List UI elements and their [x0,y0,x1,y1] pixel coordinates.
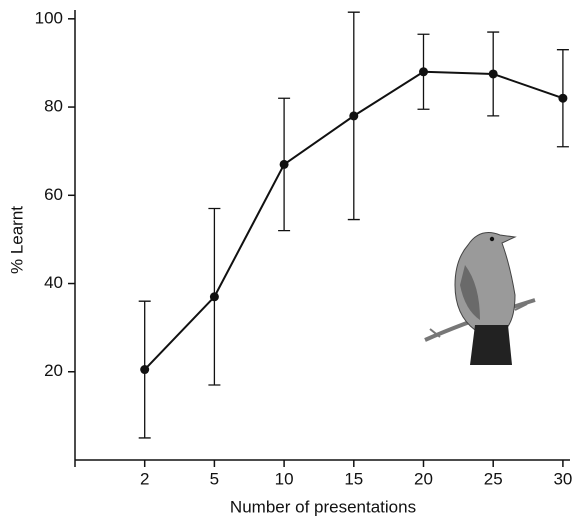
y-tick-label: 40 [44,273,63,292]
point [419,67,428,77]
y-tick-label: 60 [44,185,63,204]
y-tick-label: 100 [35,8,63,27]
point [488,69,498,79]
x-tick-label: 15 [344,469,363,488]
x-tick-label: 2 [140,469,149,488]
x-tick-label: 10 [275,469,294,488]
bird-illustration [424,232,536,365]
point [558,93,568,103]
y-axis-label: % Learnt [7,206,26,274]
x-tick-label: 25 [484,469,503,488]
point [209,292,219,302]
x-tick-label: 20 [414,469,433,488]
x-axis-label: Number of presentations [230,497,416,516]
x-tick-label: 5 [210,469,219,488]
point [349,111,359,121]
x-tick-label: 30 [553,469,572,488]
y-tick-label: 80 [44,97,63,116]
y-tick-label: 20 [44,361,63,380]
point [140,365,150,375]
point [279,159,289,169]
